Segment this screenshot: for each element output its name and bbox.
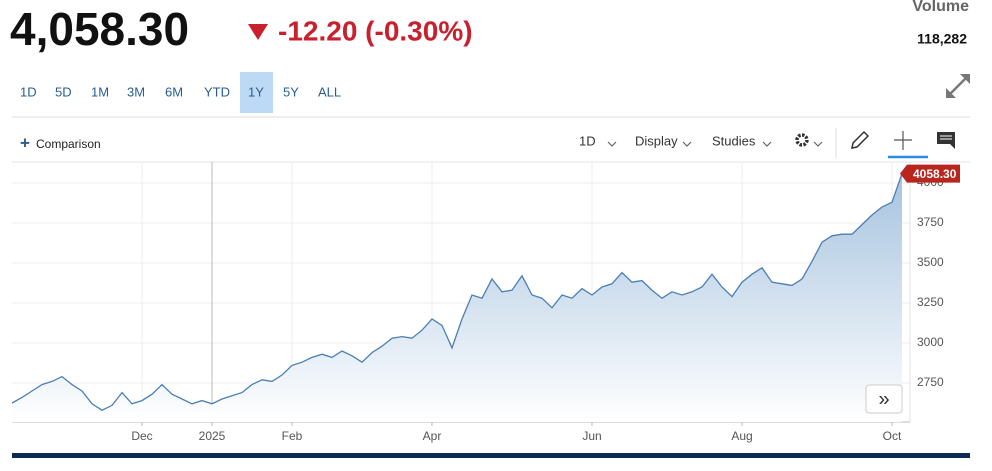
price: 4,058.30 — [10, 3, 189, 55]
draw-icon[interactable] — [851, 130, 870, 149]
volume: 118,282 — [917, 31, 967, 47]
x-tick-label: Apr — [423, 429, 442, 443]
expand-icon[interactable] — [946, 74, 970, 98]
scroll-button[interactable] — [865, 384, 903, 414]
plus-icon: + — [20, 133, 30, 152]
comment-icon[interactable] — [937, 132, 955, 149]
x-tick-label: 2025 — [199, 429, 226, 443]
range-button[interactable]: YTD — [204, 84, 230, 99]
chevrons — [607, 141, 823, 147]
y-tick-label: 3250 — [917, 295, 944, 309]
x-tick-label: Feb — [282, 429, 303, 443]
x-tick-label: Oct — [883, 429, 902, 443]
range-button[interactable]: 3M — [127, 84, 145, 99]
range-button[interactable]: 1Y — [248, 84, 264, 99]
x-tick-label: Aug — [731, 429, 752, 443]
range-button[interactable]: ALL — [318, 84, 341, 99]
price-tag-bg — [900, 164, 960, 183]
range-button[interactable]: 1D — [20, 84, 37, 99]
range-button[interactable]: 6M — [165, 84, 183, 99]
x-tick-label: Jun — [582, 429, 601, 443]
range-button[interactable]: 5Y — [283, 84, 299, 99]
settings-icon[interactable] — [795, 133, 809, 147]
studies-button[interactable]: Studies — [712, 133, 756, 148]
interval-button[interactable]: 1D — [579, 133, 596, 148]
price-line — [11, 173, 903, 411]
area-fill — [12, 173, 902, 422]
range-button[interactable]: 1M — [91, 84, 109, 99]
price-change: -12.20 (-0.30%) — [278, 15, 473, 46]
volume-label: Volume — [912, 0, 969, 15]
y-tick-label: 3000 — [917, 335, 944, 349]
comparison-button[interactable]: Comparison — [36, 137, 101, 151]
scroll-icon[interactable]: » — [878, 388, 889, 410]
bottom-bar — [12, 453, 970, 458]
y-tick-label: 2750 — [917, 375, 944, 389]
y-tick-label: 3500 — [917, 255, 944, 269]
display-button[interactable]: Display — [635, 133, 678, 148]
y-tick-label: 3750 — [917, 215, 944, 229]
range-selected — [240, 72, 273, 113]
down-arrow — [248, 24, 268, 40]
x-tick-label: Dec — [131, 429, 152, 443]
range-button[interactable]: 5D — [55, 84, 72, 99]
price-tag: 4058.30 — [913, 167, 957, 181]
crosshair-icon[interactable] — [894, 131, 912, 150]
